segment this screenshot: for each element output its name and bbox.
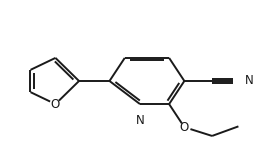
Text: N: N (245, 75, 254, 87)
Text: O: O (180, 121, 189, 134)
Text: O: O (51, 98, 60, 111)
Text: N: N (136, 114, 144, 127)
